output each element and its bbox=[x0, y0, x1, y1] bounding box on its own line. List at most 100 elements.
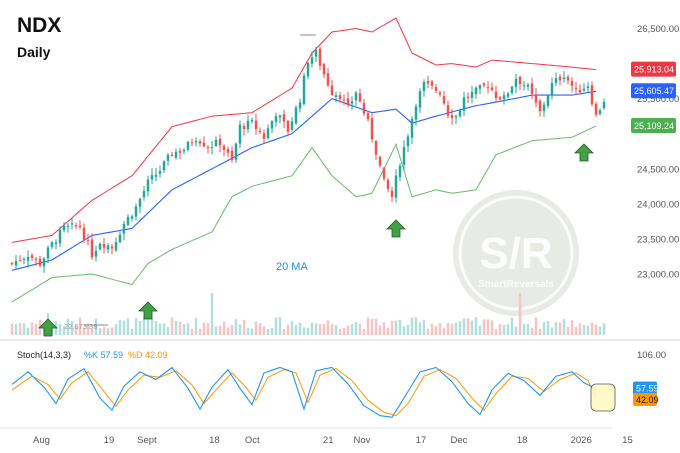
candle-body bbox=[570, 80, 574, 86]
volume-bar bbox=[518, 293, 522, 335]
volume-bar bbox=[126, 318, 130, 335]
candle bbox=[22, 257, 26, 265]
volume-bar bbox=[322, 323, 326, 335]
candle bbox=[278, 114, 282, 124]
time-tick-label: 18 bbox=[209, 435, 220, 446]
candle-body bbox=[494, 91, 498, 98]
candle bbox=[50, 240, 54, 250]
volume-bar bbox=[442, 328, 446, 335]
candle-body bbox=[162, 161, 166, 171]
stoch-label: Stoch(14,3,3) bbox=[17, 350, 71, 360]
price-tick-label: 25,500.00 bbox=[637, 94, 679, 105]
volume-bar bbox=[222, 321, 226, 335]
candle-body bbox=[534, 94, 538, 103]
candle bbox=[590, 81, 594, 107]
candle bbox=[406, 133, 410, 153]
stoch-d-badge: 42.09 bbox=[633, 392, 659, 406]
volume-bar bbox=[10, 323, 14, 335]
candle-body bbox=[414, 106, 418, 120]
candle bbox=[126, 213, 130, 227]
candle bbox=[602, 98, 606, 111]
stoch-k-badge-label: 57.59 bbox=[636, 383, 659, 393]
time-tick-label: Sept bbox=[137, 435, 157, 446]
volume-bar bbox=[154, 321, 158, 335]
candle-body bbox=[370, 118, 374, 140]
volume-bar bbox=[274, 317, 278, 335]
volume-bar bbox=[182, 323, 186, 335]
candle bbox=[214, 136, 218, 148]
candle-body bbox=[62, 225, 66, 231]
candle bbox=[566, 74, 570, 85]
candle bbox=[254, 113, 258, 135]
candle bbox=[94, 245, 98, 262]
candle-body bbox=[290, 121, 294, 130]
candle bbox=[478, 84, 482, 95]
candle-body bbox=[322, 64, 326, 75]
candle-body bbox=[462, 97, 466, 111]
volume-bar bbox=[194, 318, 198, 335]
volume-bar bbox=[486, 319, 490, 335]
stoch-d-badge-box bbox=[633, 392, 657, 406]
candle bbox=[138, 197, 142, 214]
volume-bar bbox=[514, 326, 518, 335]
volume-bar bbox=[58, 323, 62, 335]
volume-bar bbox=[86, 323, 90, 335]
volume-bar bbox=[482, 319, 486, 335]
candle bbox=[98, 242, 102, 251]
candle-body bbox=[154, 174, 158, 177]
volume-bar bbox=[294, 325, 298, 335]
candle-body bbox=[430, 81, 434, 86]
candle-body bbox=[558, 76, 562, 81]
candle-body bbox=[390, 190, 394, 197]
candle-body bbox=[434, 87, 438, 91]
candle bbox=[222, 144, 226, 157]
candle bbox=[334, 91, 338, 103]
candle bbox=[442, 91, 446, 106]
candle bbox=[574, 81, 578, 95]
stoch-k-badge: 57.59 bbox=[633, 381, 659, 395]
volume-bar bbox=[566, 326, 570, 335]
candle-body bbox=[302, 75, 306, 105]
volume-bar bbox=[202, 322, 206, 335]
bollinger-upper-line bbox=[11, 17, 597, 243]
volume-bar bbox=[142, 317, 146, 335]
ma20-line bbox=[11, 90, 597, 271]
volume-bar bbox=[494, 328, 498, 335]
candle-body bbox=[222, 145, 226, 150]
candle bbox=[114, 237, 118, 252]
candle bbox=[270, 120, 274, 134]
volume-bar bbox=[454, 322, 458, 335]
candle-body bbox=[54, 242, 58, 245]
candle-body bbox=[122, 223, 126, 234]
candle-body bbox=[314, 49, 318, 57]
candle bbox=[350, 96, 354, 110]
candle bbox=[34, 256, 38, 266]
candle bbox=[474, 86, 478, 99]
candle bbox=[110, 244, 114, 255]
volume-bar bbox=[82, 327, 86, 335]
candle bbox=[526, 82, 530, 91]
candle bbox=[306, 61, 310, 80]
volume-bar bbox=[114, 324, 118, 335]
candle bbox=[402, 140, 406, 172]
candle-body bbox=[482, 83, 486, 86]
candle-body bbox=[78, 225, 82, 228]
candle-body bbox=[182, 150, 186, 152]
candle-body bbox=[14, 261, 18, 266]
candle-body bbox=[94, 250, 98, 257]
candle-body bbox=[338, 95, 342, 100]
candle-body bbox=[158, 171, 162, 174]
candle bbox=[58, 226, 62, 248]
candle-body bbox=[58, 229, 62, 244]
candle bbox=[210, 140, 214, 155]
candle-body bbox=[538, 100, 542, 112]
volume-bar bbox=[238, 324, 242, 335]
candle-body bbox=[402, 147, 406, 165]
candle bbox=[358, 88, 362, 103]
candle bbox=[482, 82, 486, 88]
volume-bar bbox=[438, 323, 442, 335]
watermark-main-text: S/R bbox=[479, 229, 552, 278]
volume-bar bbox=[162, 323, 166, 335]
candle-body bbox=[138, 198, 142, 207]
candle bbox=[190, 138, 194, 147]
